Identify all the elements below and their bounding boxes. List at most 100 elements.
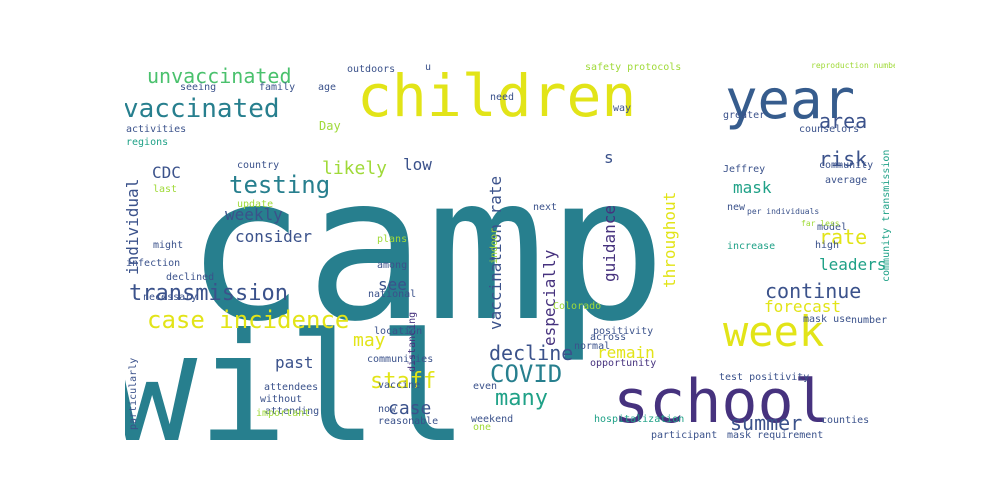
word-next: next (533, 202, 557, 213)
word-jeffrey: Jeffrey (723, 164, 765, 175)
word-location: location (374, 326, 422, 337)
word-far-less: far less (801, 219, 840, 228)
word-many: many (495, 386, 548, 411)
word-way: way (613, 103, 631, 114)
word-infection: infection (126, 258, 180, 269)
word-mask: mask (733, 178, 772, 197)
word-update: update (237, 199, 273, 210)
word-vaccination-rate: vaccination rate (486, 176, 505, 330)
word-reproduction-number: reproduction number (811, 61, 895, 70)
word-children: children (357, 62, 636, 130)
word-risk: risk (819, 147, 867, 171)
word-community: community (819, 160, 873, 171)
word-camp: camp (185, 133, 667, 366)
word-covid: COVID (490, 360, 562, 388)
word-per-individuals: per individuals (747, 207, 819, 216)
word-case-incidence: case incidence (147, 306, 349, 334)
word-cloud: camp will children year week school vaccinated… (125, 50, 895, 448)
word-individual: individual (125, 179, 142, 275)
word-throughout: throughout (660, 192, 679, 288)
word-might: might (153, 240, 183, 251)
word-country: country (237, 160, 279, 171)
word-low: low (403, 155, 432, 174)
word-participant: participant (651, 430, 717, 441)
word-national: national (368, 289, 416, 300)
word-vaccine: vaccine (378, 380, 420, 391)
word-regions: regions (126, 137, 168, 148)
word-seeing: seeing (180, 82, 216, 93)
word-week: week (723, 307, 824, 356)
word-outdoors: outdoors (347, 64, 395, 75)
word-activities: activities (126, 124, 186, 135)
word-past: past (275, 353, 314, 372)
word-one: one (473, 422, 491, 433)
word-greater: greater (723, 110, 765, 121)
word-guidance: guidance (600, 205, 619, 282)
word-particularly: particularly (128, 358, 139, 430)
word-model: model (817, 222, 847, 233)
word-area: area (819, 109, 867, 133)
word-reasonable: reasonable (378, 416, 438, 427)
word-mask-requirement: mask requirement (727, 430, 823, 441)
word-now: now (378, 404, 397, 415)
word-high: high (815, 240, 839, 251)
word-safety-protocols: safety protocols (585, 62, 681, 73)
word-consider: consider (235, 227, 312, 246)
word-positivity: positivity (593, 326, 653, 337)
word-test-positivity: test positivity (719, 372, 809, 383)
word-day: Day (319, 119, 341, 133)
word-testing: testing (229, 171, 330, 199)
word-staff: staff (370, 369, 436, 394)
word-counselors: counselors (799, 124, 859, 135)
word-declined: declined (166, 272, 214, 283)
word-communities: communities (367, 354, 433, 365)
word-case: case (388, 398, 431, 419)
word-number: number (851, 315, 887, 326)
word-school: school (613, 367, 830, 437)
word-new: new (727, 202, 746, 213)
word-see: see (378, 275, 407, 294)
word-across: across (590, 332, 626, 343)
word-family: family (259, 82, 295, 93)
word-important: important (256, 408, 310, 419)
word-leaders: leaders (819, 255, 886, 274)
word-decline: decline (489, 341, 573, 365)
word-colorado: Colorado (553, 301, 601, 312)
word-counties: counties (821, 415, 869, 426)
word-forecast: forecast (764, 297, 841, 316)
word-attending: attending (265, 406, 319, 417)
word-average: average (825, 175, 867, 186)
word-year: year (725, 68, 855, 131)
word-may: may (353, 330, 386, 351)
word-indoor: indoor (489, 228, 500, 264)
word-attendees: attendees (264, 382, 318, 393)
word-even: even (473, 381, 497, 392)
word-will: will (125, 302, 468, 448)
word-hospitalization: hospitalization (594, 414, 684, 425)
word-vaccinated: vaccinated (125, 94, 280, 124)
word-last: last (153, 184, 177, 195)
word-likely: likely (322, 158, 387, 179)
word-without: without (260, 394, 302, 405)
word-s: s (604, 148, 614, 167)
word-community-transmission: community transmission (881, 150, 892, 282)
word-weekend: weekend (471, 414, 513, 425)
word-normal: normal (574, 341, 610, 352)
word-remain: remain (597, 343, 655, 362)
word-plans: plans (377, 234, 407, 245)
word-especially: especially (540, 249, 559, 346)
word-continue: continue (765, 279, 861, 303)
word-increase: increase (727, 241, 775, 252)
word-among: among (377, 260, 407, 271)
word-u: u (425, 62, 431, 73)
word-cdc: CDC (152, 163, 181, 182)
word-necessary: necessary (143, 292, 197, 303)
word-unvaccinated: unvaccinated (147, 64, 292, 88)
word-age: age (318, 82, 336, 93)
word-mask-use: mask use (803, 314, 851, 325)
word-need: need (490, 92, 514, 103)
word-summer: summer (730, 411, 802, 435)
word-distancing: distancing (407, 312, 418, 372)
word-opportunity: opportunity (590, 358, 656, 369)
